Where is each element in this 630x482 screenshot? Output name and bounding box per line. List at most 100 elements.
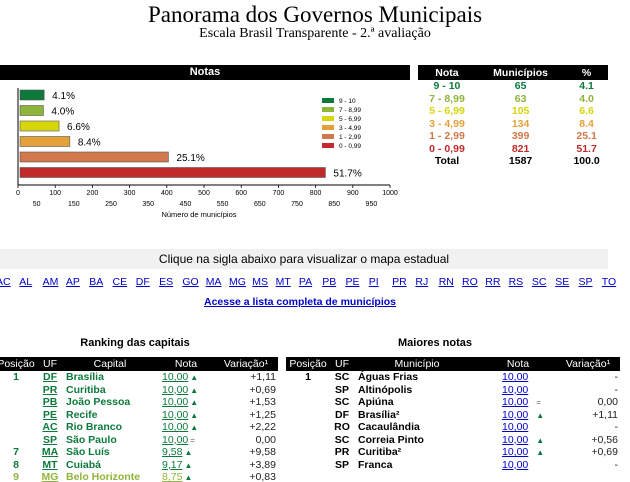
state-link-pa[interactable]: PA [298, 276, 313, 288]
state-link-am[interactable]: AM [42, 276, 59, 288]
state-link-to[interactable]: TO [601, 276, 617, 288]
uf-cell[interactable]: PB [42, 396, 58, 409]
legend-swatch [322, 143, 334, 148]
chart-bar [19, 105, 44, 116]
nota-link[interactable]: 10,00 [502, 396, 529, 409]
nota-link[interactable]: 10,00 [502, 408, 529, 421]
state-link-rj[interactable]: RJ [415, 276, 429, 288]
maiores-row: 1 SC Águas Frias 10,00 - [286, 371, 620, 384]
nota-cell: 8,75 ▲ [158, 471, 214, 482]
nota-cell: 10,00 ▲ [480, 446, 556, 459]
nota-link[interactable]: 10,00 [162, 408, 189, 421]
state-link-ro[interactable]: RO [462, 276, 478, 288]
ranking-header-0: Posição [0, 357, 38, 371]
nota-link[interactable]: 10,00 [162, 371, 189, 384]
variacao-cell: +0,69 [249, 383, 276, 396]
maiores-header-3: Nota [480, 357, 556, 371]
ranking-row: PR Curitiba 10,00 ▲ +0,69 [0, 384, 278, 397]
state-link-ma[interactable]: MA [205, 276, 222, 288]
state-link-ac[interactable]: AC [0, 276, 11, 288]
nota-link[interactable]: 10,00 [162, 433, 189, 446]
nota-link[interactable]: 8,75 [162, 471, 183, 482]
nota-link[interactable]: 10,00 [502, 371, 529, 384]
state-link-rn[interactable]: RN [438, 276, 454, 288]
state-link-pe[interactable]: PE [345, 276, 360, 288]
nota-cell: 10,00 [480, 384, 556, 397]
chart-tick-label: 700 [273, 190, 285, 197]
nota-link[interactable]: 10,00 [502, 458, 529, 471]
stats-cell-pct: 6.6 [579, 105, 594, 118]
chart-bar [19, 151, 169, 163]
state-link-df[interactable]: DF [135, 276, 150, 288]
name-cell: Recife [66, 408, 98, 421]
uf-cell[interactable]: MT [42, 458, 58, 471]
nota-link[interactable]: 9,17 [162, 458, 183, 471]
full-list-link[interactable]: Acesse a lista completa de municípios [204, 296, 396, 308]
state-link-go[interactable]: GO [182, 276, 199, 288]
stats-cell-nota: 1 - 2,99 [429, 130, 465, 143]
stats-cell-nota: 7 - 8,99 [429, 92, 465, 105]
chart-minor-tick-label: 550 [217, 201, 229, 208]
nota-link[interactable]: 10,00 [162, 421, 189, 434]
stats-total-pct: 100.0 [573, 155, 600, 168]
uf-cell[interactable]: SP [42, 433, 57, 446]
chart-tick-label: 600 [235, 190, 247, 197]
state-link-al[interactable]: AL [19, 276, 33, 288]
ranking-header-row: Posição UF Capital Nota Variação¹ [0, 357, 278, 371]
state-link-rs[interactable]: RS [508, 276, 524, 288]
state-link-ap[interactable]: AP [65, 276, 80, 288]
chart-tick-label: 100 [49, 190, 61, 197]
nota-cell: 10,00 ▲ [480, 409, 556, 422]
stats-row: 5 - 6,99 105 6.6 [418, 105, 608, 118]
nota-link[interactable]: 10,00 [502, 433, 529, 446]
state-link-ms[interactable]: MS [252, 276, 269, 288]
state-link-ce[interactable]: CE [112, 276, 128, 288]
ranking-header-4: Variação¹ [214, 357, 278, 371]
nota-link[interactable]: 10,00 [502, 446, 529, 459]
position-cell [286, 396, 330, 409]
ranking-header-1: UF [38, 357, 62, 371]
uf-cell[interactable]: PE [42, 408, 57, 421]
stats-cell-nota: 0 - 0,99 [429, 142, 465, 155]
name-cell: São Luís [66, 446, 110, 459]
nota-link[interactable]: 10,00 [502, 383, 529, 396]
uf-cell[interactable]: AC [42, 421, 58, 434]
uf-cell[interactable]: MA [41, 446, 59, 459]
nota-link[interactable]: 9,58 [162, 446, 183, 459]
state-link-pr[interactable]: PR [392, 276, 407, 288]
nota-link[interactable]: 10,00 [502, 421, 529, 434]
variacao-cell: +2,22 [249, 421, 276, 434]
uf-cell[interactable]: MG [41, 471, 59, 482]
state-link-es[interactable]: ES [159, 276, 174, 288]
maiores-notas-title: Maiores notas [398, 337, 472, 349]
stats-header-1: Municípios [475, 65, 566, 80]
stats-cell-municipios: 821 [511, 142, 530, 155]
uf-cell[interactable]: PR [42, 383, 58, 396]
state-link-rr[interactable]: RR [485, 276, 501, 288]
state-link-se[interactable]: SE [555, 276, 570, 288]
name-cell: Apiúna [358, 396, 394, 409]
state-link-pi[interactable]: PI [368, 276, 379, 288]
legend-swatch [322, 107, 334, 112]
state-link-mt[interactable]: MT [275, 276, 291, 288]
maiores-row: SP Altinópolis 10,00 - [286, 384, 620, 397]
state-link-ba[interactable]: BA [89, 276, 104, 288]
uf-cell[interactable]: DF [43, 371, 57, 384]
nota-link[interactable]: 10,00 [162, 383, 189, 396]
maiores-header-row: Posição UF Município Nota Variação¹ [286, 357, 620, 371]
nota-cell: 10,00 [480, 371, 556, 384]
chart-minor-tick-label: 850 [328, 201, 340, 208]
position-cell [286, 409, 330, 422]
maiores-notas-table: Posição UF Município Nota Variação¹ 1 SC Águas… [286, 357, 620, 471]
stats-header-row: Nota Municípios% [418, 65, 608, 80]
state-link-pb[interactable]: PB [322, 276, 337, 288]
state-link-sc[interactable]: SC [531, 276, 547, 288]
ranking-row: 7 MA São Luís 9,58 ▲ +9,58 [0, 446, 278, 459]
state-link-sp[interactable]: SP [578, 276, 593, 288]
up-arrow-icon: ▲ [536, 448, 545, 458]
nota-link[interactable]: 10,00 [162, 396, 189, 409]
legend-swatch [322, 134, 334, 139]
legend-label: 9 - 10 [339, 98, 356, 105]
state-link-mg[interactable]: MG [229, 276, 246, 288]
ranking-capitais-table: Posição UF Capital Nota Variação¹ 1 DF Brasíli… [0, 357, 278, 482]
